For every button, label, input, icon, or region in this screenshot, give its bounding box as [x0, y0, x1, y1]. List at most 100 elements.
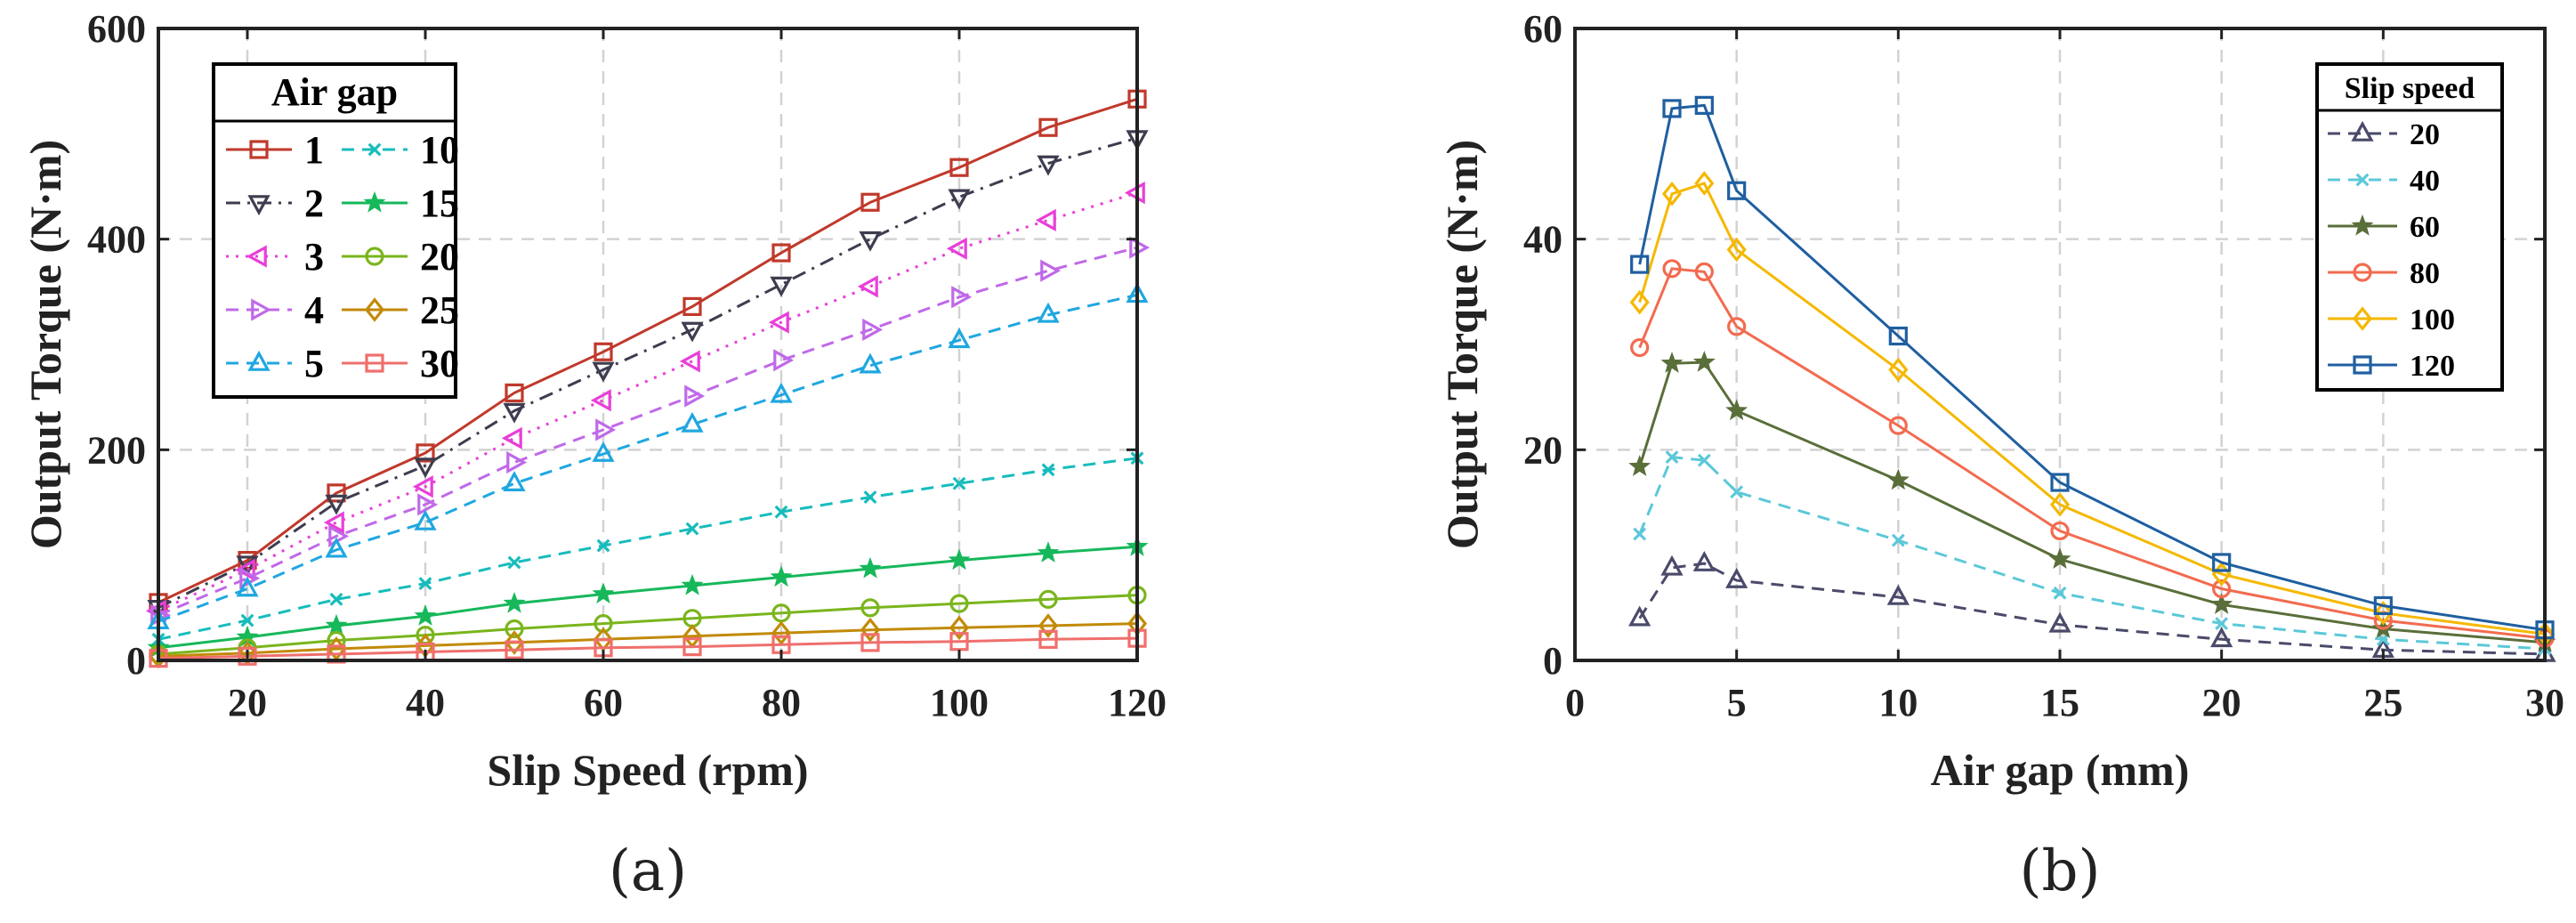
data-point: [770, 276, 793, 297]
legend-item-60: 60: [2328, 211, 2440, 244]
data-point: [414, 457, 437, 479]
legend-marker: [2352, 306, 2373, 331]
data-point: [592, 441, 615, 462]
series-line: [1638, 455, 2546, 651]
series-line: [157, 622, 1138, 658]
data-point: [1660, 352, 1684, 373]
data-point: [949, 615, 970, 641]
data-point: [1661, 181, 1683, 206]
legend-label: 1: [304, 128, 324, 172]
series-a-10: [151, 451, 1144, 646]
legend-marker: [365, 247, 384, 266]
data-point: [416, 443, 435, 463]
legend-marker: [2355, 173, 2370, 187]
legend-label: 3: [304, 235, 324, 279]
data-point: [2210, 627, 2233, 648]
data-point: [859, 352, 882, 374]
x-tick-label: 60: [584, 681, 623, 725]
series-a: [145, 89, 1151, 669]
data-point: [1628, 455, 1651, 476]
data-point: [414, 604, 437, 626]
legend-label: 2: [304, 182, 324, 225]
legend-marker: [251, 298, 272, 321]
series-b-20: [1628, 551, 2556, 662]
legend-item-40: 40: [2328, 165, 2440, 198]
data-point: [504, 630, 525, 655]
y-tick-label: 600: [87, 7, 146, 51]
y-tick-label: 40: [1523, 218, 1563, 262]
legend-marker: [247, 195, 271, 216]
data-point: [948, 328, 971, 349]
data-point: [238, 646, 257, 666]
legend-marker: [363, 190, 386, 213]
data-point: [595, 418, 617, 441]
data-point: [771, 243, 791, 263]
y-tick-label: 200: [87, 428, 146, 472]
x-tick-label: 100: [930, 681, 989, 725]
data-point: [2050, 473, 2070, 492]
data-point: [1730, 485, 1744, 499]
legend-label: 25: [420, 288, 459, 332]
data-point: [240, 613, 254, 627]
legend-marker: [2351, 214, 2374, 236]
data-point: [951, 286, 973, 309]
data-point: [2048, 547, 2071, 570]
data-point: [1726, 237, 1747, 263]
data-point: [1694, 171, 1715, 196]
data-point: [2212, 553, 2232, 572]
data-point: [2049, 492, 2071, 517]
data-point: [503, 402, 526, 424]
data-point: [1697, 453, 1711, 467]
legend-label: 30: [420, 342, 459, 385]
series-line: [157, 594, 1138, 656]
data-point: [1727, 181, 1747, 200]
data-point: [1041, 463, 1055, 477]
legend-marker: [365, 353, 384, 373]
plot-frame-a: [157, 27, 1139, 662]
y-tick-label: 60: [1523, 7, 1563, 51]
legend-label: 4: [304, 288, 324, 332]
series-line: [1638, 562, 2546, 656]
data-point: [505, 383, 524, 403]
data-point: [236, 555, 259, 577]
x-axis-label-b: Air gap (mm): [1931, 745, 2190, 795]
legend-marker: [2353, 263, 2372, 282]
legend-marker: [2351, 120, 2374, 142]
data-point: [596, 538, 610, 553]
data-point: [682, 637, 702, 657]
data-point: [417, 493, 439, 516]
data-point: [1891, 533, 1905, 547]
series-b-40: [1633, 450, 2552, 656]
data-point: [1630, 337, 1650, 358]
data-point: [1633, 527, 1647, 541]
data-point: [860, 617, 881, 643]
data-point: [1628, 605, 1651, 627]
legend-item-5: 5: [226, 342, 324, 385]
data-point: [594, 342, 613, 361]
data-point: [681, 411, 704, 433]
legend-a: Air gap 1 2 3 4 5 10 15 20 25 30: [212, 62, 459, 399]
data-point: [859, 231, 882, 252]
data-point: [1725, 567, 1748, 588]
legend-title-b: Slip speed: [2345, 72, 2475, 105]
y-tick-label: 20: [1523, 428, 1563, 472]
series-b-120: [1630, 95, 2555, 640]
data-point: [685, 522, 699, 536]
legend-item-2: 2: [226, 182, 324, 225]
data-point: [1725, 399, 1748, 421]
grid-a: [158, 28, 1137, 660]
x-tick-label: 20: [228, 681, 267, 725]
data-point: [323, 511, 344, 534]
series-line: [1638, 267, 2546, 640]
data-point: [1035, 208, 1056, 231]
series-line: [1638, 182, 2546, 636]
data-point: [1662, 99, 1682, 118]
legend-marker: [2353, 355, 2372, 375]
legend-items-b: 20 40 60 80 100 120: [2328, 118, 2455, 383]
data-point: [506, 450, 528, 474]
data-point: [948, 548, 971, 571]
data-point: [773, 349, 795, 372]
data-point: [946, 237, 967, 260]
data-point: [592, 582, 615, 604]
